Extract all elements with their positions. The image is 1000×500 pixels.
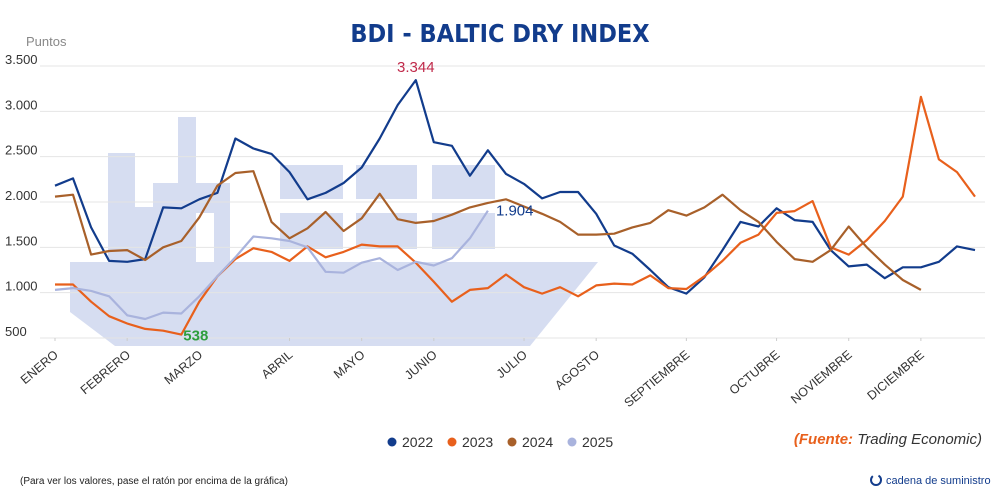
legend-marker xyxy=(387,437,397,447)
series-line xyxy=(55,95,976,336)
y-tick-label: 3.500 xyxy=(5,52,38,67)
x-tick-label: DICIEMBRE xyxy=(865,348,927,403)
series-line xyxy=(54,210,489,321)
x-tick-label: MARZO xyxy=(162,347,206,387)
value-label: 3.344 xyxy=(397,59,435,76)
legend: 2022 2023 2024 2025 xyxy=(387,434,613,450)
legend-marker xyxy=(567,437,577,447)
y-tick-label: 500 xyxy=(5,324,27,339)
x-tick-label: ABRIL xyxy=(259,348,296,382)
chart-title: BDI - BALTIC DRY INDEX xyxy=(350,19,649,48)
source: (Fuente: Trading Economic) xyxy=(794,431,982,448)
legend-label: 2024 xyxy=(522,434,553,450)
legend-marker xyxy=(507,437,517,447)
x-tick-label: JULIO xyxy=(494,347,530,381)
x-tick-label: OCTUBRE xyxy=(727,348,783,398)
legend-label: 2023 xyxy=(462,434,493,450)
legend-label: 2025 xyxy=(582,434,613,450)
y-tick-label: 2.000 xyxy=(5,188,38,203)
legend-label: 2022 xyxy=(402,434,433,450)
legend-marker xyxy=(447,437,457,447)
x-tick-label: ENERO xyxy=(18,347,61,386)
value-label: 538 xyxy=(183,328,208,345)
logo-text: cadena de suministro xyxy=(886,475,991,487)
y-tick-label: 3.000 xyxy=(5,97,38,112)
source-text: Trading Economic) xyxy=(857,431,982,448)
x-tick-label: JUNIO xyxy=(402,347,440,382)
x-tick-label: FEBRERO xyxy=(78,347,133,397)
x-tick-label: MAYO xyxy=(331,347,368,381)
logo: cadena de suministro xyxy=(870,474,991,487)
value-label: 1.904 xyxy=(496,203,534,220)
series-line xyxy=(54,170,922,291)
series-line xyxy=(54,79,976,295)
x-tick-label: NOVIEMBRE xyxy=(788,348,854,407)
y-axis-label: Puntos xyxy=(26,34,67,49)
logo-icon xyxy=(870,474,882,486)
source-label: (Fuente: xyxy=(794,431,853,448)
background-silhouette xyxy=(70,117,598,346)
y-tick-label: 1.500 xyxy=(5,233,38,248)
footnote: (Para ver los valores, pase el ratón por… xyxy=(20,476,288,487)
y-tick-label: 1.000 xyxy=(5,279,38,294)
x-tick-label: AGOSTO xyxy=(552,347,602,392)
y-tick-label: 2.500 xyxy=(5,143,38,158)
x-tick-label: SEPTIEMBRE xyxy=(622,348,693,411)
